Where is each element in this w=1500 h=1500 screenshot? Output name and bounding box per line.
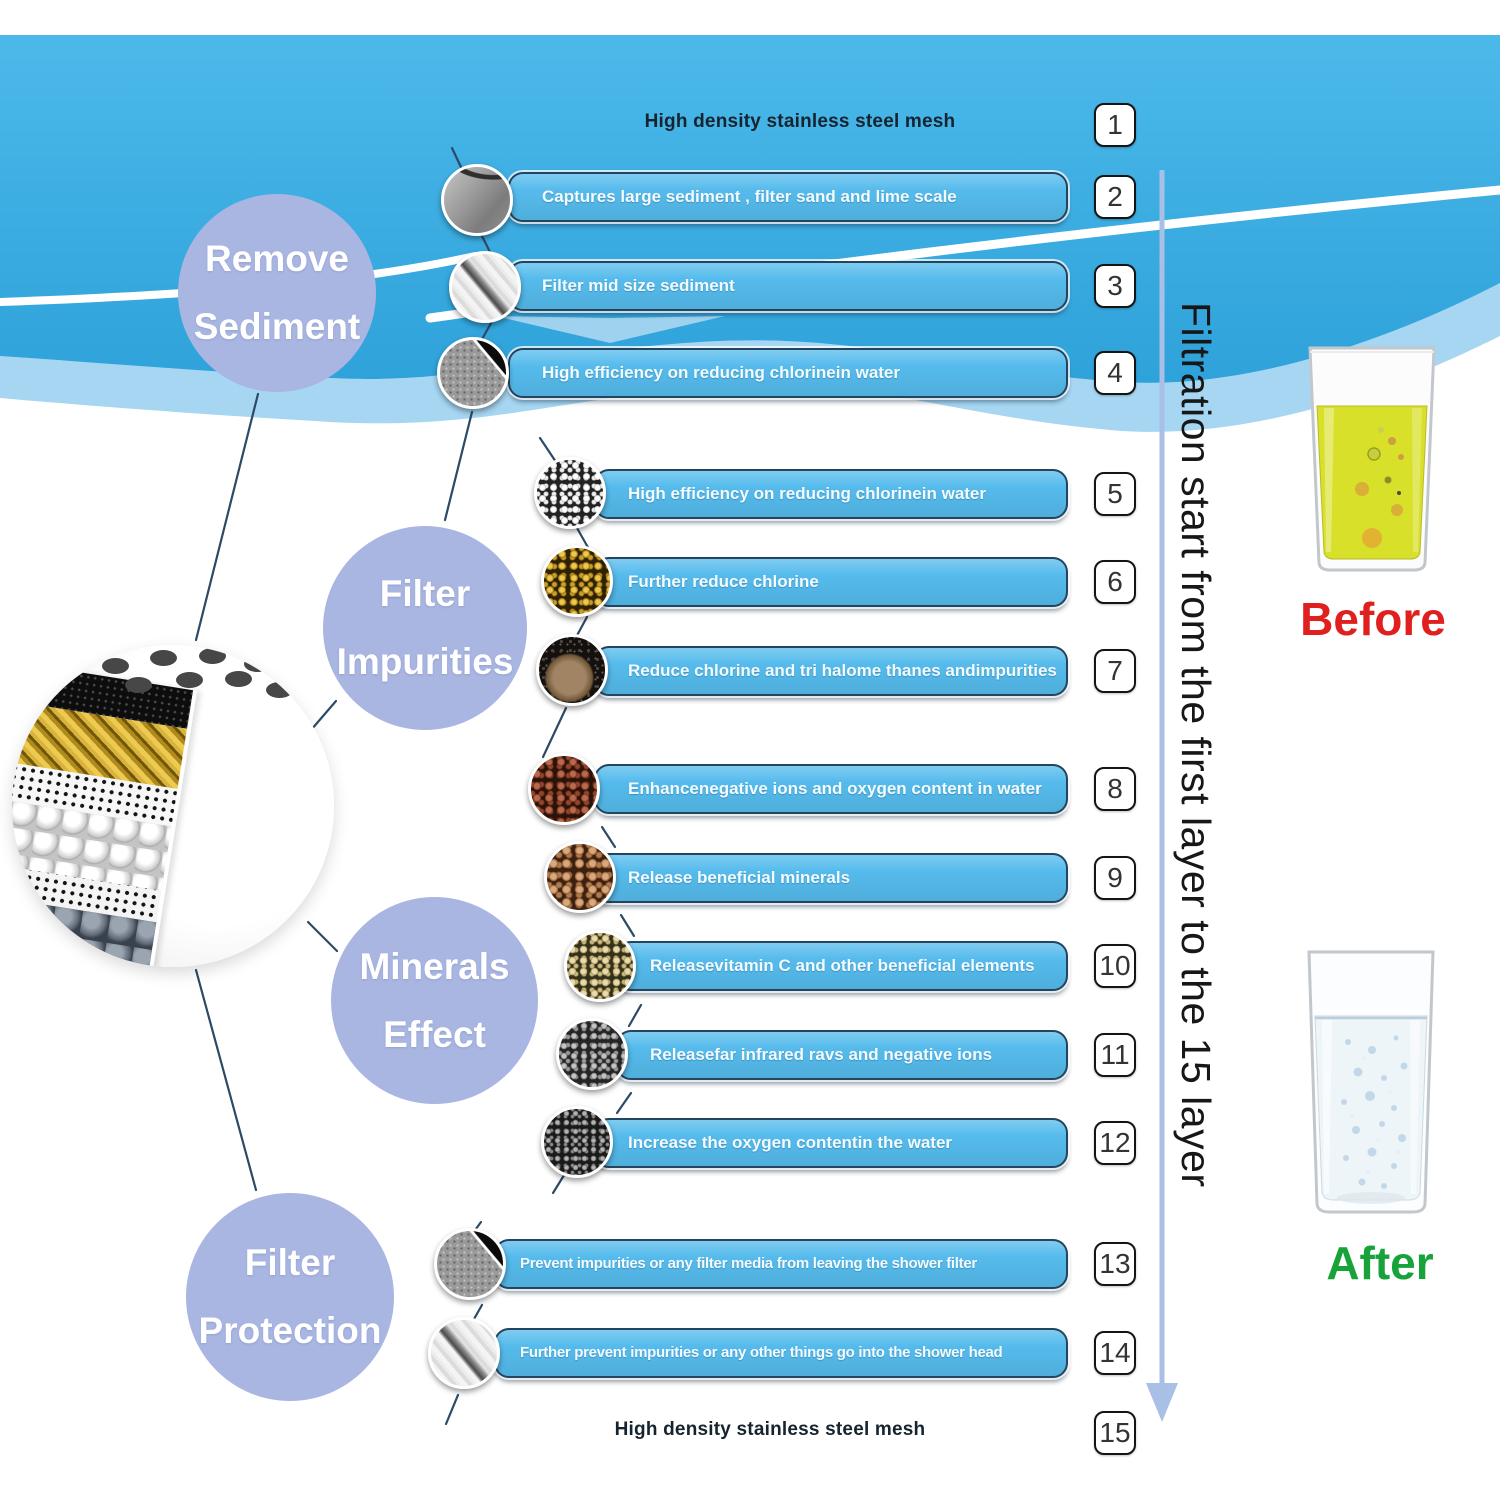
layer-number-badge: 14	[1094, 1331, 1136, 1375]
category-label: Filter	[379, 573, 471, 614]
category-label: Sediment	[193, 306, 361, 347]
oxygen-granules-icon	[541, 1106, 613, 1178]
layer-bar: Enhancenegative ions and oxygen content …	[594, 764, 1068, 814]
layer-number-badge: 8	[1094, 767, 1136, 811]
filter-top-hole	[150, 649, 178, 666]
layer-bar: Captures large sediment , filter sand an…	[508, 172, 1068, 222]
layer-bar: Release beneficial minerals	[594, 853, 1068, 903]
layer-bar: Filter mid size sediment	[508, 261, 1068, 311]
category-label: Remove	[205, 238, 349, 279]
layer-number-badge: 6	[1094, 560, 1136, 604]
category-circle-minerals-effect: Minerals Effect	[331, 897, 538, 1104]
layer-number-badge: 11	[1094, 1033, 1136, 1077]
filter-cutaway-image	[12, 645, 334, 967]
layer-bar: Further reduce chlorine	[594, 557, 1068, 607]
filter-top-hole	[176, 672, 204, 689]
layer-number-badge: 10	[1094, 944, 1136, 988]
category-label: Filter	[244, 1242, 336, 1283]
layer-number-badge: 5	[1094, 472, 1136, 516]
layer-bar: Reduce chlorine and tri halome thanes an…	[594, 646, 1068, 696]
layer-bar: Prevent impurities or any filter media f…	[494, 1239, 1068, 1289]
layer-number-badge: 1	[1094, 103, 1136, 147]
layer-number-badge: 15	[1094, 1411, 1136, 1455]
before-water-glass	[1308, 346, 1436, 572]
layer-bar: High efficiency on reducing chlorinein w…	[508, 348, 1068, 398]
category-label: Minerals	[359, 945, 510, 987]
activated-carbon-icon	[536, 634, 608, 706]
category-circle-remove-sediment: Remove Sediment	[178, 194, 376, 392]
layer-number-badge: 13	[1094, 1242, 1136, 1286]
pp-cotton-fabric-icon	[428, 1317, 500, 1389]
kdf-mesh-icon	[437, 337, 509, 409]
category-label: Effect	[383, 1013, 486, 1055]
filter-top-hole	[102, 657, 130, 674]
stainless-steel-plate-icon	[441, 164, 513, 236]
layer-title: High density stainless steel mesh	[644, 111, 956, 132]
flow-direction-note: Filtration start from the first layer to…	[1173, 302, 1219, 1188]
category-circle-filter-protection: Filter Protection	[186, 1193, 394, 1401]
layer-number-badge: 7	[1094, 649, 1136, 693]
down-arrow-icon	[1146, 170, 1178, 1422]
filter-top-hole	[243, 656, 271, 673]
layer-title: High density stainless steel mesh	[614, 1419, 926, 1440]
category-label: Protection	[198, 1310, 382, 1351]
after-water-glass	[1307, 950, 1435, 1214]
layer-number-badge: 12	[1094, 1121, 1136, 1165]
filter-layer-stack	[12, 661, 198, 967]
layer-bar: Further prevent impurities or any other …	[494, 1328, 1068, 1378]
filter-top-hole	[224, 670, 252, 687]
pp-cotton-fabric-icon	[449, 251, 521, 323]
filter-top-hole	[266, 682, 294, 699]
far-infrared-granules-icon	[556, 1018, 628, 1090]
wave-chevron	[495, 316, 725, 343]
category-label: Impurities	[336, 641, 514, 682]
layer-number-badge: 3	[1094, 264, 1136, 308]
category-circle-filter-impurities: Filter Impurities	[323, 526, 527, 730]
layer-number-badge: 2	[1094, 175, 1136, 219]
layer-bar: High efficiency on reducing chlorinein w…	[594, 469, 1068, 519]
layer-number-badge: 4	[1094, 351, 1136, 395]
after-label: After	[1326, 1237, 1434, 1289]
kdf55-gold-granules-icon	[541, 545, 613, 617]
kdf-mesh-icon	[434, 1228, 506, 1300]
layer-bar: Releasefar infrared ravs and negative io…	[616, 1030, 1068, 1080]
layer-bar: Releasevitamin C and other beneficial el…	[616, 941, 1068, 991]
mineral-beads-icon	[544, 841, 616, 913]
before-label: Before	[1300, 593, 1446, 645]
layer-number-badge: 9	[1094, 856, 1136, 900]
vitamin-c-granules-icon	[564, 930, 636, 1002]
calcium-sulfite-granules-icon	[534, 457, 606, 529]
filter-top-hole	[198, 647, 226, 664]
layer-bar: Increase the oxygen contentin the water	[594, 1118, 1068, 1168]
maifan-stone-beads-icon	[528, 753, 600, 825]
filter-top-hole	[124, 677, 152, 694]
